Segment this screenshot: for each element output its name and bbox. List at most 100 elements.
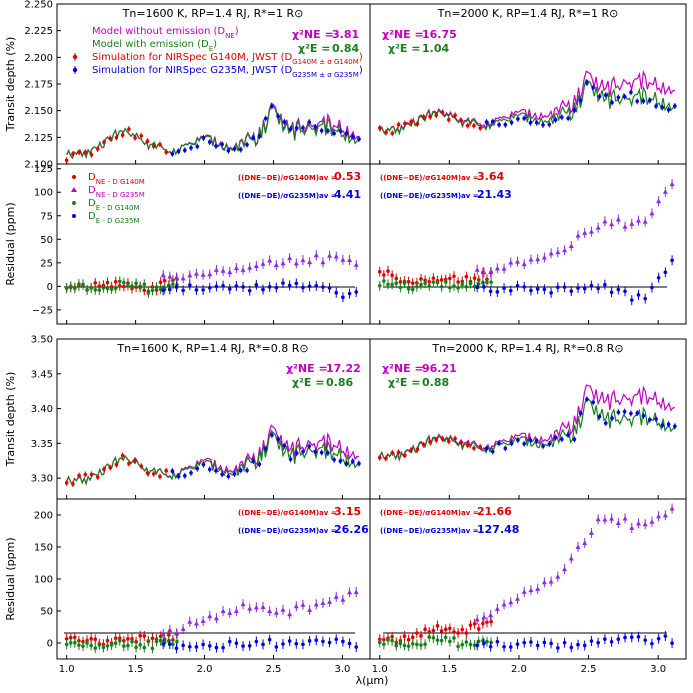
resid-point-mr-2-9	[415, 284, 419, 289]
resid-point-rl-3-7	[207, 644, 212, 648]
resid-point-rl-2-12	[113, 641, 118, 646]
sim-point-tr-26	[541, 123, 545, 127]
resid-point-mr-1-26	[649, 210, 655, 216]
resid-point-mr-0-15	[439, 278, 444, 282]
resid-point-rl-2-26	[171, 642, 175, 646]
resid-point-mr-1-12	[555, 249, 561, 255]
resid-point-rl-3-24	[321, 639, 325, 644]
y-tick-label-ml-2: 25	[40, 258, 53, 269]
resid-point-ml-3-25	[327, 286, 332, 290]
sim-point-bl-45	[344, 461, 349, 466]
resid-point-ml-1-23	[313, 252, 319, 258]
sim-point-bl-27	[232, 472, 237, 476]
sim-point-tr-39	[622, 94, 627, 99]
resid-point-rl-1-9	[220, 608, 226, 613]
sim-point-bl-26	[226, 474, 231, 479]
resid-point-rl-0-21	[150, 636, 155, 641]
sim-point-tl-43	[332, 131, 336, 136]
panel-frames	[56, 3, 687, 660]
resid-point-rr-2-19	[456, 644, 460, 649]
sim-point-tr-40	[629, 90, 633, 95]
resid-point-mr-2-27	[489, 280, 493, 284]
sim-point-tr-20	[503, 122, 508, 127]
resid-point-mr-1-5	[508, 260, 514, 265]
sim-point-br-37	[610, 416, 614, 420]
resid-point-rl-3-6	[201, 642, 205, 647]
resid-point-mr-2-5	[398, 285, 403, 290]
resid-point-rr-3-28	[663, 634, 668, 638]
x-tick-label-rl-4: 3.0	[334, 664, 350, 675]
chi-ne-tl-label: χ²NE =	[292, 28, 334, 41]
resid-point-rl-3-12	[241, 644, 245, 648]
sim-point-tl-23	[207, 140, 212, 144]
sim-point-tr-0	[377, 126, 382, 130]
resid-point-rl-2-3	[77, 643, 81, 647]
sim-point-bl-2	[77, 473, 81, 478]
resid-point-rr-2-8	[410, 641, 415, 646]
x-tick-label-rr-1: 1.5	[441, 664, 457, 675]
resid-point-ml-3-0	[161, 288, 165, 293]
resid-point-rr-3-1	[482, 641, 486, 646]
sim-point-bl-28	[238, 468, 243, 473]
avg-g140-ml-label: ((DNE−DE)/σG140M)av =	[238, 174, 337, 182]
chi-e-br-label: χ²E =	[388, 376, 420, 389]
resid-point-rl-2-10	[105, 644, 110, 648]
resid-point-rl-0-18	[138, 633, 142, 638]
sim-point-tr-7	[421, 115, 426, 119]
resid-point-ml-2-8	[97, 288, 102, 292]
x-tick-label-rl-0: 1.0	[59, 664, 75, 675]
resid-point-mr-1-8	[528, 257, 534, 262]
resid-point-rr-3-15	[576, 642, 580, 647]
resid-point-ml-1-6	[200, 272, 206, 277]
resid-point-mr-2-22	[468, 281, 473, 286]
sim-point-tr-16	[478, 126, 483, 130]
resid-point-rr-1-20	[609, 516, 615, 521]
resid-point-rr-1-14	[568, 555, 574, 561]
avg-g140-rl-value: 3.15	[334, 505, 361, 518]
sim-point-tr-19	[497, 122, 501, 127]
resid-point-mr-1-9	[535, 256, 541, 262]
resid-point-rl-3-17	[274, 645, 279, 649]
resid-point-rl-2-22	[154, 639, 159, 644]
resid-point-rr-1-16	[582, 540, 588, 546]
sim-point-tl-34	[276, 114, 280, 119]
resid-point-rr-3-10	[542, 640, 547, 645]
resid-point-mr-1-29	[669, 181, 675, 187]
sim-point-bl-5	[95, 475, 100, 479]
sim-point-bl-15	[158, 474, 162, 479]
resid-point-mr-0-23	[472, 276, 477, 280]
x-tick-label-rr-0: 1.0	[372, 664, 388, 675]
legend-resid: DNE - D G140M DNE - D G235M DE - D G140M…	[71, 172, 145, 225]
resid-point-rr-3-3	[495, 639, 500, 644]
sim-point-bl-1	[71, 482, 75, 486]
resid-point-rl-1-26	[333, 594, 339, 599]
resid-point-rl-3-13	[247, 644, 252, 648]
sim-point-tr-41	[635, 99, 639, 104]
resid-point-ml-3-28	[347, 291, 352, 296]
resid-point-rr-2-20	[460, 642, 465, 647]
resid-point-rl-0-15	[126, 637, 130, 641]
resid-point-rl-1-18	[280, 607, 286, 612]
resid-point-rr-1-3	[494, 606, 500, 611]
resid-point-rr-2-7	[406, 644, 411, 648]
ylabel-resid-bottom: Residual (ppm)	[4, 537, 17, 620]
resid-point-mr-1-6	[515, 259, 521, 264]
x-tick-label-rl-3: 2.5	[266, 664, 282, 675]
resid-point-ml-1-13	[247, 265, 253, 270]
resid-point-ml-2-6	[89, 286, 93, 290]
sim-point-bl-42	[326, 451, 330, 455]
resid-point-ml-1-5	[193, 271, 199, 276]
sim-point-bl-24	[214, 468, 218, 473]
resid-point-rr-1-17	[588, 530, 594, 535]
resid-point-mr-3-2	[488, 289, 493, 294]
sim-point-tr-23	[522, 116, 526, 121]
sim-point-bl-39	[307, 444, 312, 448]
resid-point-mr-2-24	[476, 282, 481, 286]
sim-point-tl-31	[257, 134, 262, 139]
sim-point-br-1	[384, 456, 388, 461]
sim-point-br-19	[497, 441, 501, 446]
sim-point-tr-18	[490, 119, 495, 124]
resid-point-ml-1-15	[260, 261, 266, 266]
resid-point-ml-3-29	[354, 290, 359, 294]
sim-point-br-11	[447, 439, 451, 444]
